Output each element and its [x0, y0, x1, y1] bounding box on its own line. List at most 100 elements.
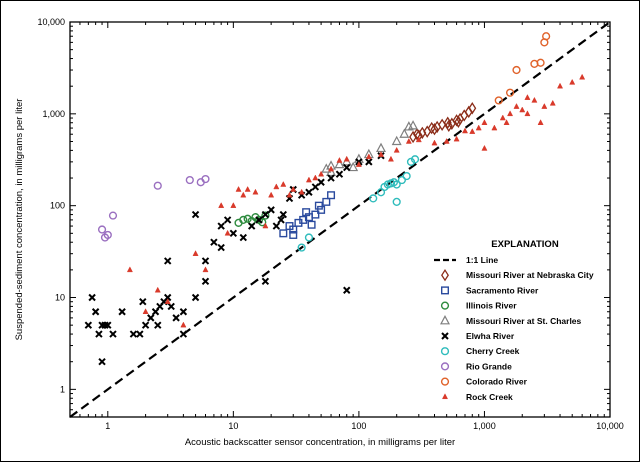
- data-point-rock-creek: [286, 191, 293, 198]
- data-point-rock-creek: [405, 137, 412, 144]
- data-point-elwha-river: [201, 277, 210, 286]
- data-point-rock-creek: [142, 308, 149, 314]
- data-point-cherry-creek: [392, 180, 401, 189]
- data-point-elwha-river: [277, 216, 285, 224]
- data-point-rock-creek: [336, 157, 343, 163]
- data-point-elwha-river: [179, 308, 188, 316]
- data-point-rock-creek: [453, 135, 460, 142]
- x-axis-label: Acoustic backscatter sensor concentratio…: [185, 437, 455, 448]
- data-point-elwha-river: [210, 238, 218, 246]
- data-point-missouri-river-at-nebraska-city: [452, 114, 461, 127]
- data-point-cherry-creek: [406, 157, 416, 166]
- data-point-elwha-river: [163, 293, 172, 302]
- legend-label-rock-creek: Rock Creek: [466, 392, 513, 402]
- data-point-cherry-creek: [304, 233, 314, 242]
- data-point-missouri-river-at-st-charles: [376, 142, 387, 153]
- data-point-rio-grande: [97, 225, 107, 234]
- data-point-elwha-river: [217, 243, 225, 252]
- data-point-rock-creek: [365, 153, 372, 160]
- data-point-rock-creek: [154, 286, 161, 293]
- data-point-elwha-river: [255, 216, 263, 224]
- y-tick-label: 1: [60, 384, 65, 394]
- data-point-elwha-river: [179, 330, 188, 338]
- data-point-rock-creek: [387, 155, 394, 162]
- data-point-colorado-river: [542, 32, 551, 41]
- data-point-rock-creek: [305, 176, 312, 183]
- data-point-elwha-river: [279, 210, 288, 219]
- data-point-elwha-river: [343, 163, 351, 172]
- data-point-rock-creek: [318, 170, 325, 177]
- legend-marker-illinois-river: [440, 301, 450, 310]
- series-cherry-creek: [297, 155, 420, 252]
- data-point-illinois-river: [239, 215, 248, 225]
- data-point-elwha-river: [327, 174, 335, 182]
- data-point-colorado-river: [512, 65, 521, 75]
- legend-label-missouri-river-at-nebraska-city: Missouri River at Nebraska City: [466, 270, 594, 280]
- y-tick-label: 100: [50, 201, 65, 211]
- data-point-elwha-river: [201, 257, 210, 265]
- data-point-sacramento-river: [314, 201, 323, 210]
- data-point-missouri-river-at-st-charles: [334, 158, 345, 169]
- data-point-elwha-river: [136, 330, 144, 338]
- legend-marker-missouri-river-at-nebraska-city: [441, 268, 449, 282]
- data-point-rock-creek: [469, 128, 476, 134]
- data-point-elwha-river: [261, 210, 270, 219]
- data-point-sacramento-river: [279, 229, 288, 238]
- data-point-missouri-river-at-st-charles: [391, 135, 402, 146]
- data-point-elwha-river: [229, 229, 238, 238]
- data-point-sacramento-river: [289, 230, 298, 239]
- data-point-rock-creek: [377, 151, 385, 157]
- data-point-rock-creek: [218, 202, 225, 208]
- data-point-elwha-river: [154, 321, 162, 329]
- data-point-rock-creek: [431, 139, 438, 146]
- data-point-rock-creek: [475, 124, 482, 131]
- legend-label-rio-grande: Rio Grande: [466, 361, 512, 371]
- data-point-sacramento-river: [289, 225, 298, 234]
- legend-label-1-1-line: 1:1 Line: [466, 255, 498, 265]
- data-point-cherry-creek: [397, 175, 406, 185]
- data-point-elwha-river: [317, 178, 325, 186]
- data-point-missouri-river-at-st-charles: [408, 120, 419, 130]
- y-tick-label: 1,000: [42, 109, 65, 119]
- data-point-rock-creek: [569, 78, 576, 85]
- data-point-rock-creek: [273, 183, 280, 190]
- data-point-rock-creek: [537, 119, 544, 125]
- legend-label-colorado-river: Colorado River: [466, 377, 528, 387]
- legend-marker-rock-creek: [441, 393, 449, 400]
- data-point-rock-creek: [290, 185, 297, 192]
- data-point-rock-creek: [393, 146, 400, 153]
- data-point-sacramento-river: [307, 220, 316, 229]
- data-point-missouri-river-at-st-charles: [321, 163, 332, 173]
- data-point-rock-creek: [230, 202, 237, 208]
- data-point-elwha-river: [118, 308, 126, 316]
- legend-marker-rio-grande: [440, 362, 450, 371]
- y-tick-label: 10,000: [37, 17, 65, 27]
- data-point-rock-creek: [244, 185, 251, 192]
- data-point-elwha-river: [172, 314, 180, 322]
- data-point-rock-creek: [524, 94, 531, 100]
- legend-label-missouri-river-at-st-charles: Missouri River at St. Charles: [466, 316, 582, 326]
- data-point-rock-creek: [579, 73, 586, 80]
- data-point-rock-creek: [235, 185, 242, 192]
- data-point-rock-creek: [519, 106, 526, 113]
- x-tick-label: 100: [351, 421, 366, 431]
- data-point-elwha-river: [191, 210, 200, 219]
- data-point-elwha-river: [141, 321, 150, 329]
- data-point-rock-creek: [252, 188, 259, 195]
- data-point-elwha-river: [311, 183, 320, 191]
- x-tick-label: 1: [105, 421, 110, 431]
- legend-marker-colorado-river: [440, 377, 450, 386]
- series-illinois-river: [234, 211, 270, 227]
- data-point-rock-creek: [298, 188, 305, 195]
- data-point-sacramento-river: [311, 210, 320, 219]
- data-point-elwha-river: [267, 206, 275, 214]
- series-elwha-river: [84, 152, 385, 366]
- data-point-elwha-river: [139, 298, 147, 306]
- data-point-elwha-river: [223, 216, 232, 224]
- data-point-cherry-creek: [369, 194, 378, 203]
- legend-label-illinois-river: Illinois River: [466, 301, 517, 311]
- y-tick-label: 10: [55, 293, 65, 303]
- data-point-sacramento-river: [322, 197, 331, 206]
- legend-label-elwha-river: Elwha River: [466, 331, 515, 341]
- data-point-elwha-river: [98, 358, 106, 366]
